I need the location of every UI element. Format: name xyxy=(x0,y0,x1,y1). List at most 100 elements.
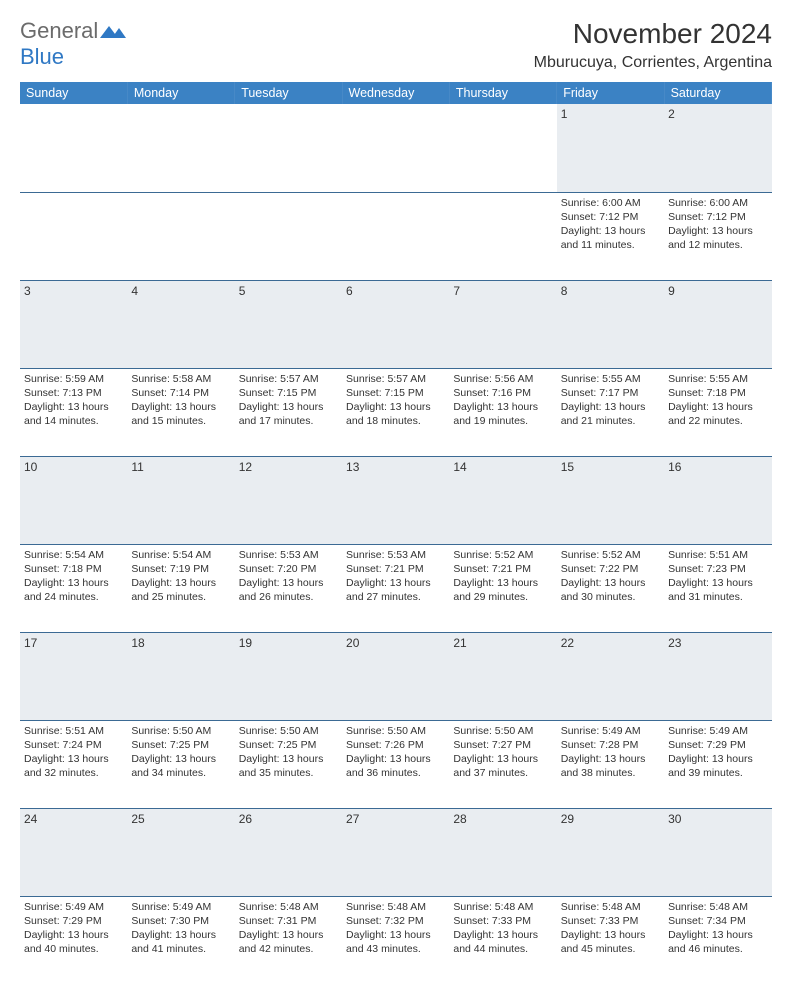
daylight-line: Daylight: 13 hours and 15 minutes. xyxy=(131,400,230,428)
header: General Blue November 2024 Mburucuya, Co… xyxy=(20,18,772,72)
sunset-line: Sunset: 7:25 PM xyxy=(239,738,338,752)
sunset-line: Sunset: 7:32 PM xyxy=(346,914,445,928)
daylight-line: Daylight: 13 hours and 25 minutes. xyxy=(131,576,230,604)
sunrise-line: Sunrise: 5:48 AM xyxy=(453,900,552,914)
weekday-header: Wednesday xyxy=(342,82,449,104)
day-cell: Sunrise: 5:51 AMSunset: 7:23 PMDaylight:… xyxy=(664,544,771,632)
sunrise-line: Sunrise: 5:49 AM xyxy=(24,900,123,914)
day-cell xyxy=(127,192,234,280)
sunset-line: Sunset: 7:21 PM xyxy=(453,562,552,576)
day-cell: Sunrise: 5:53 AMSunset: 7:20 PMDaylight:… xyxy=(235,544,342,632)
sunset-line: Sunset: 7:22 PM xyxy=(561,562,660,576)
day-number-cell: 13 xyxy=(342,456,449,544)
day-details: Sunrise: 5:54 AMSunset: 7:19 PMDaylight:… xyxy=(131,548,230,605)
daylight-line: Daylight: 13 hours and 21 minutes. xyxy=(561,400,660,428)
sunrise-line: Sunrise: 5:49 AM xyxy=(131,900,230,914)
day-cell: Sunrise: 6:00 AMSunset: 7:12 PMDaylight:… xyxy=(664,192,771,280)
sunset-line: Sunset: 7:30 PM xyxy=(131,914,230,928)
day-number-cell: 6 xyxy=(342,280,449,368)
calendar-header-row: SundayMondayTuesdayWednesdayThursdayFrid… xyxy=(20,82,772,104)
sunset-line: Sunset: 7:18 PM xyxy=(668,386,767,400)
daylight-line: Daylight: 13 hours and 14 minutes. xyxy=(24,400,123,428)
sunrise-line: Sunrise: 5:54 AM xyxy=(24,548,123,562)
day-details: Sunrise: 5:49 AMSunset: 7:30 PMDaylight:… xyxy=(131,900,230,957)
day-details: Sunrise: 5:48 AMSunset: 7:33 PMDaylight:… xyxy=(561,900,660,957)
day-details: Sunrise: 5:58 AMSunset: 7:14 PMDaylight:… xyxy=(131,372,230,429)
daylight-line: Daylight: 13 hours and 41 minutes. xyxy=(131,928,230,956)
logo-mark-icon xyxy=(100,22,126,38)
day-number-cell xyxy=(235,104,342,192)
day-cell: Sunrise: 5:57 AMSunset: 7:15 PMDaylight:… xyxy=(235,368,342,456)
week-row: Sunrise: 5:49 AMSunset: 7:29 PMDaylight:… xyxy=(20,896,772,984)
day-details: Sunrise: 5:49 AMSunset: 7:29 PMDaylight:… xyxy=(24,900,123,957)
day-cell: Sunrise: 5:59 AMSunset: 7:13 PMDaylight:… xyxy=(20,368,127,456)
day-number-cell: 8 xyxy=(557,280,664,368)
day-number-cell: 23 xyxy=(664,632,771,720)
sunset-line: Sunset: 7:25 PM xyxy=(131,738,230,752)
day-details: Sunrise: 5:55 AMSunset: 7:18 PMDaylight:… xyxy=(668,372,767,429)
day-number-cell: 12 xyxy=(235,456,342,544)
day-details: Sunrise: 5:49 AMSunset: 7:28 PMDaylight:… xyxy=(561,724,660,781)
sunset-line: Sunset: 7:29 PM xyxy=(668,738,767,752)
day-number-cell xyxy=(342,104,449,192)
sunrise-line: Sunrise: 5:55 AM xyxy=(668,372,767,386)
day-number-cell: 7 xyxy=(449,280,556,368)
day-details: Sunrise: 5:50 AMSunset: 7:26 PMDaylight:… xyxy=(346,724,445,781)
daylight-line: Daylight: 13 hours and 34 minutes. xyxy=(131,752,230,780)
day-cell: Sunrise: 5:48 AMSunset: 7:34 PMDaylight:… xyxy=(664,896,771,984)
week-row: Sunrise: 5:54 AMSunset: 7:18 PMDaylight:… xyxy=(20,544,772,632)
day-number-cell xyxy=(449,104,556,192)
daylight-line: Daylight: 13 hours and 46 minutes. xyxy=(668,928,767,956)
sunset-line: Sunset: 7:17 PM xyxy=(561,386,660,400)
day-cell: Sunrise: 5:55 AMSunset: 7:17 PMDaylight:… xyxy=(557,368,664,456)
day-cell xyxy=(235,192,342,280)
day-cell: Sunrise: 5:48 AMSunset: 7:33 PMDaylight:… xyxy=(557,896,664,984)
sunset-line: Sunset: 7:18 PM xyxy=(24,562,123,576)
day-number-cell: 4 xyxy=(127,280,234,368)
weekday-header: Sunday xyxy=(20,82,127,104)
daylight-line: Daylight: 13 hours and 30 minutes. xyxy=(561,576,660,604)
day-number-cell: 11 xyxy=(127,456,234,544)
daylight-line: Daylight: 13 hours and 24 minutes. xyxy=(24,576,123,604)
daylight-line: Daylight: 13 hours and 26 minutes. xyxy=(239,576,338,604)
sunset-line: Sunset: 7:34 PM xyxy=(668,914,767,928)
sunset-line: Sunset: 7:12 PM xyxy=(561,210,660,224)
sunset-line: Sunset: 7:12 PM xyxy=(668,210,767,224)
sunrise-line: Sunrise: 5:52 AM xyxy=(561,548,660,562)
sunset-line: Sunset: 7:20 PM xyxy=(239,562,338,576)
weekday-header: Monday xyxy=(127,82,234,104)
day-number-cell: 22 xyxy=(557,632,664,720)
daylight-line: Daylight: 13 hours and 36 minutes. xyxy=(346,752,445,780)
day-details: Sunrise: 5:48 AMSunset: 7:31 PMDaylight:… xyxy=(239,900,338,957)
daylight-line: Daylight: 13 hours and 18 minutes. xyxy=(346,400,445,428)
day-number-cell: 20 xyxy=(342,632,449,720)
day-number-cell: 15 xyxy=(557,456,664,544)
location: Mburucuya, Corrientes, Argentina xyxy=(534,54,772,72)
week-row: Sunrise: 6:00 AMSunset: 7:12 PMDaylight:… xyxy=(20,192,772,280)
day-cell: Sunrise: 5:54 AMSunset: 7:18 PMDaylight:… xyxy=(20,544,127,632)
day-cell: Sunrise: 5:58 AMSunset: 7:14 PMDaylight:… xyxy=(127,368,234,456)
daynum-row: 10111213141516 xyxy=(20,456,772,544)
sunrise-line: Sunrise: 5:50 AM xyxy=(131,724,230,738)
sunrise-line: Sunrise: 5:57 AM xyxy=(346,372,445,386)
daylight-line: Daylight: 13 hours and 11 minutes. xyxy=(561,224,660,252)
day-cell: Sunrise: 5:51 AMSunset: 7:24 PMDaylight:… xyxy=(20,720,127,808)
day-details: Sunrise: 5:56 AMSunset: 7:16 PMDaylight:… xyxy=(453,372,552,429)
logo: General Blue xyxy=(20,18,126,70)
day-number-cell: 5 xyxy=(235,280,342,368)
day-cell: Sunrise: 5:48 AMSunset: 7:33 PMDaylight:… xyxy=(449,896,556,984)
daynum-row: 24252627282930 xyxy=(20,808,772,896)
weekday-header: Saturday xyxy=(664,82,771,104)
sunset-line: Sunset: 7:16 PM xyxy=(453,386,552,400)
sunrise-line: Sunrise: 5:59 AM xyxy=(24,372,123,386)
daylight-line: Daylight: 13 hours and 39 minutes. xyxy=(668,752,767,780)
day-details: Sunrise: 5:51 AMSunset: 7:24 PMDaylight:… xyxy=(24,724,123,781)
sunset-line: Sunset: 7:21 PM xyxy=(346,562,445,576)
logo-text-gray: General xyxy=(20,18,98,43)
daylight-line: Daylight: 13 hours and 19 minutes. xyxy=(453,400,552,428)
day-details: Sunrise: 5:55 AMSunset: 7:17 PMDaylight:… xyxy=(561,372,660,429)
daylight-line: Daylight: 13 hours and 31 minutes. xyxy=(668,576,767,604)
day-details: Sunrise: 5:50 AMSunset: 7:25 PMDaylight:… xyxy=(239,724,338,781)
day-cell: Sunrise: 5:54 AMSunset: 7:19 PMDaylight:… xyxy=(127,544,234,632)
day-number-cell: 24 xyxy=(20,808,127,896)
